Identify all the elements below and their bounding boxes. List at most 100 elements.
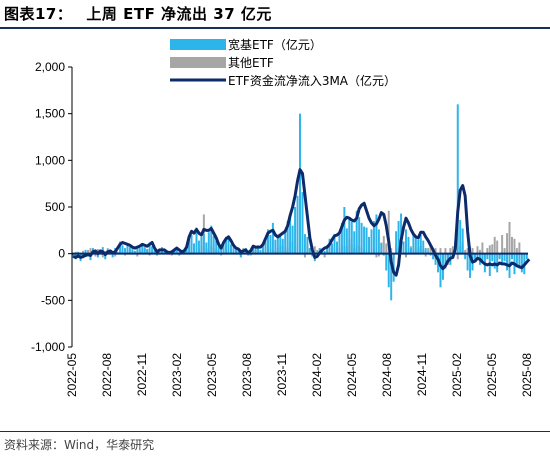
broad-base-bar	[252, 246, 255, 254]
broad-base-bar	[153, 250, 156, 254]
broad-base-bar	[375, 214, 378, 254]
broad-base-bar	[232, 247, 235, 254]
broad-base-bar	[121, 245, 124, 254]
broad-base-bar	[385, 253, 388, 271]
legend: 宽基ETF（亿元） 其他ETF ETF资金流净流入3MA（亿元）	[170, 37, 396, 88]
y-axis: -1,000 -500 0 500 1,000 1,500 2,000	[31, 60, 73, 354]
broad-base-bar	[215, 240, 218, 254]
broad-base-bar	[281, 238, 284, 254]
x-tick-label: 2023-11	[275, 353, 289, 396]
broad-base-bar	[131, 249, 134, 254]
x-tick-label: 2023-02	[170, 353, 184, 397]
broad-base-bar	[506, 253, 509, 271]
other-etf-bar	[481, 242, 484, 254]
other-etf-bar	[94, 253, 97, 257]
other-etf-bar	[510, 236, 513, 254]
broad-base-bar	[501, 253, 504, 265]
broad-base-bar	[340, 222, 343, 254]
other-etf-bar	[444, 248, 447, 254]
broad-base-bar	[111, 253, 114, 258]
other-etf-bar	[515, 248, 518, 254]
broad-base-bar	[419, 235, 422, 254]
broad-base-bar	[72, 253, 75, 258]
broad-base-bar	[474, 253, 476, 262]
broad-base-bar	[163, 250, 166, 254]
broad-base-bar	[207, 232, 210, 254]
other-etf-bar	[104, 250, 107, 254]
broad-base-bar	[343, 207, 346, 254]
legend-label: ETF资金流净流入3MA（亿元）	[228, 73, 396, 88]
other-etf-bar	[427, 248, 430, 254]
other-etf-bar	[316, 249, 319, 254]
legend-swatch	[170, 39, 226, 50]
broad-base-bar	[133, 250, 136, 254]
broad-base-bar	[493, 253, 496, 269]
chart-title: 上周 ETF 净流出 37 亿元	[86, 5, 272, 23]
legend-label: 其他ETF	[228, 56, 274, 70]
y-tick-label: 0	[58, 247, 65, 261]
broad-base-bar	[222, 242, 225, 254]
y-tick-label: 500	[45, 200, 65, 214]
broad-base-bar	[439, 253, 442, 288]
broad-base-bar	[360, 222, 363, 254]
broad-base-bar	[412, 233, 415, 254]
legend-swatch	[170, 57, 226, 68]
broad-base-bar	[377, 229, 380, 254]
x-tick-label: 2025-08	[520, 353, 534, 397]
broad-base-bar	[326, 245, 329, 254]
broad-base-bar	[200, 236, 203, 254]
other-etf-bar	[375, 253, 378, 258]
broad-base-bar	[432, 253, 435, 260]
broad-base-bar	[348, 218, 351, 254]
other-etf-bar	[501, 235, 504, 254]
broad-base-bar	[417, 239, 420, 254]
other-etf-bar	[488, 245, 491, 254]
broad-base-bar	[175, 249, 178, 254]
other-etf-bar	[429, 245, 432, 254]
other-etf-bar	[96, 249, 99, 254]
broad-base-bar	[434, 253, 437, 265]
broad-base-bar	[525, 253, 528, 260]
other-etf-bar	[464, 249, 467, 254]
broad-base-bar	[225, 236, 228, 254]
broad-base-bar	[515, 253, 518, 265]
broad-base-bar	[409, 248, 412, 254]
plot-area	[72, 104, 531, 301]
broad-base-bar	[138, 248, 141, 254]
broad-base-bar	[464, 253, 467, 260]
other-etf-bar	[136, 253, 139, 257]
broad-base-bar	[444, 253, 447, 269]
other-etf-bar	[508, 221, 511, 254]
broad-base-bar	[308, 248, 311, 254]
other-etf-bar	[89, 248, 92, 254]
x-axis: 2022-05 2022-08 2022-11 2023-02 2023-05 2023-…	[65, 353, 534, 397]
broad-base-bar	[345, 228, 348, 254]
broad-base-bar	[486, 253, 489, 260]
broad-base-bar	[146, 249, 149, 254]
broad-base-bar	[469, 253, 472, 278]
other-etf-bar	[382, 235, 385, 254]
x-tick-label: 2025-02	[450, 353, 464, 397]
broad-base-bar	[291, 225, 294, 254]
x-tick-label: 2022-08	[100, 353, 114, 397]
other-etf-bar	[377, 253, 380, 257]
broad-base-bar	[459, 220, 462, 254]
broad-base-bar	[284, 232, 287, 254]
broad-base-bar	[84, 249, 87, 254]
other-etf-bar	[449, 248, 452, 254]
broad-base-bar	[407, 236, 410, 254]
broad-base-bar	[124, 248, 126, 254]
broad-base-bar	[279, 235, 282, 254]
broad-base-bar	[405, 229, 407, 254]
other-etf-bar	[424, 253, 427, 257]
x-tick-label: 2025-05	[485, 353, 499, 397]
broad-base-bar	[276, 236, 279, 254]
other-etf-bar	[101, 253, 104, 258]
other-etf-bar	[513, 238, 516, 254]
x-tick-label: 2023-08	[240, 353, 254, 397]
broad-base-bar	[299, 113, 301, 254]
broad-base-bar	[202, 234, 205, 254]
broad-base-bar	[294, 207, 297, 254]
broad-base-bar	[301, 192, 304, 254]
